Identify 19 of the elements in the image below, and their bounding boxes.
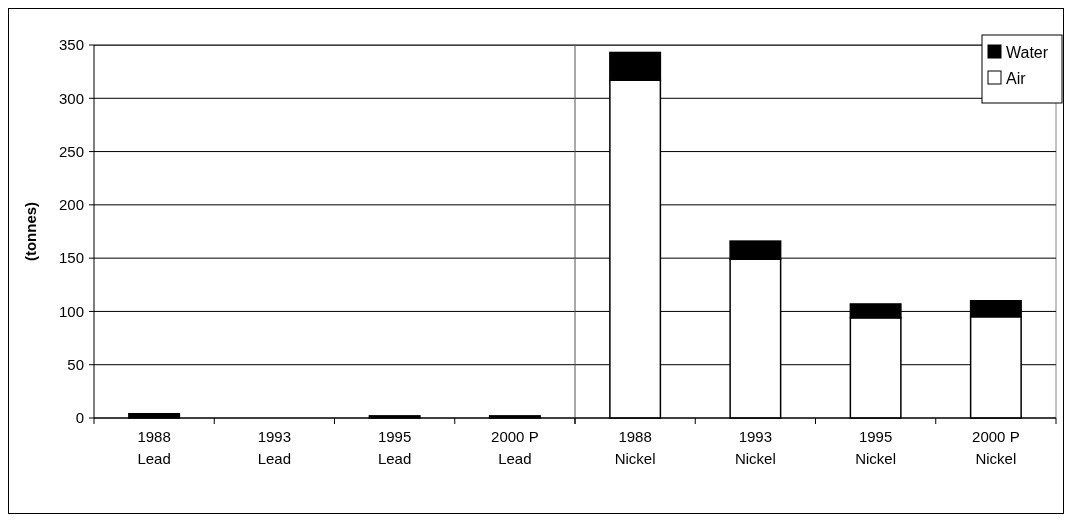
x-tick-label: 1995 Nickel [855, 428, 897, 467]
y-tick-label: 100 [58, 302, 84, 320]
y-tick-label: 0 [75, 409, 84, 427]
x-tick-label: 1988 Nickel [614, 428, 656, 467]
y-tick-label: 300 [58, 89, 84, 107]
y-tick-label: 350 [58, 36, 84, 54]
x-tick-label: 1993 Lead [257, 428, 292, 467]
y-tick-label: 50 [67, 355, 84, 373]
x-tick-label: 2000 P Nickel [972, 428, 1020, 467]
x-tick-label: 1995 Lead [377, 428, 412, 467]
x-tick-label: 2000 P Lead [491, 428, 539, 467]
y-tick-label: 200 [58, 196, 84, 214]
x-tick-label: 1988 Lead [137, 428, 171, 467]
legend-label: Water [1006, 43, 1049, 61]
legend-label: Air [1006, 69, 1027, 87]
y-tick-label: 250 [58, 142, 84, 160]
x-tick-label: 1993 Nickel [734, 428, 776, 467]
y-tick-label: 150 [58, 249, 84, 267]
y-axis-title: (tonnes) [22, 201, 39, 262]
